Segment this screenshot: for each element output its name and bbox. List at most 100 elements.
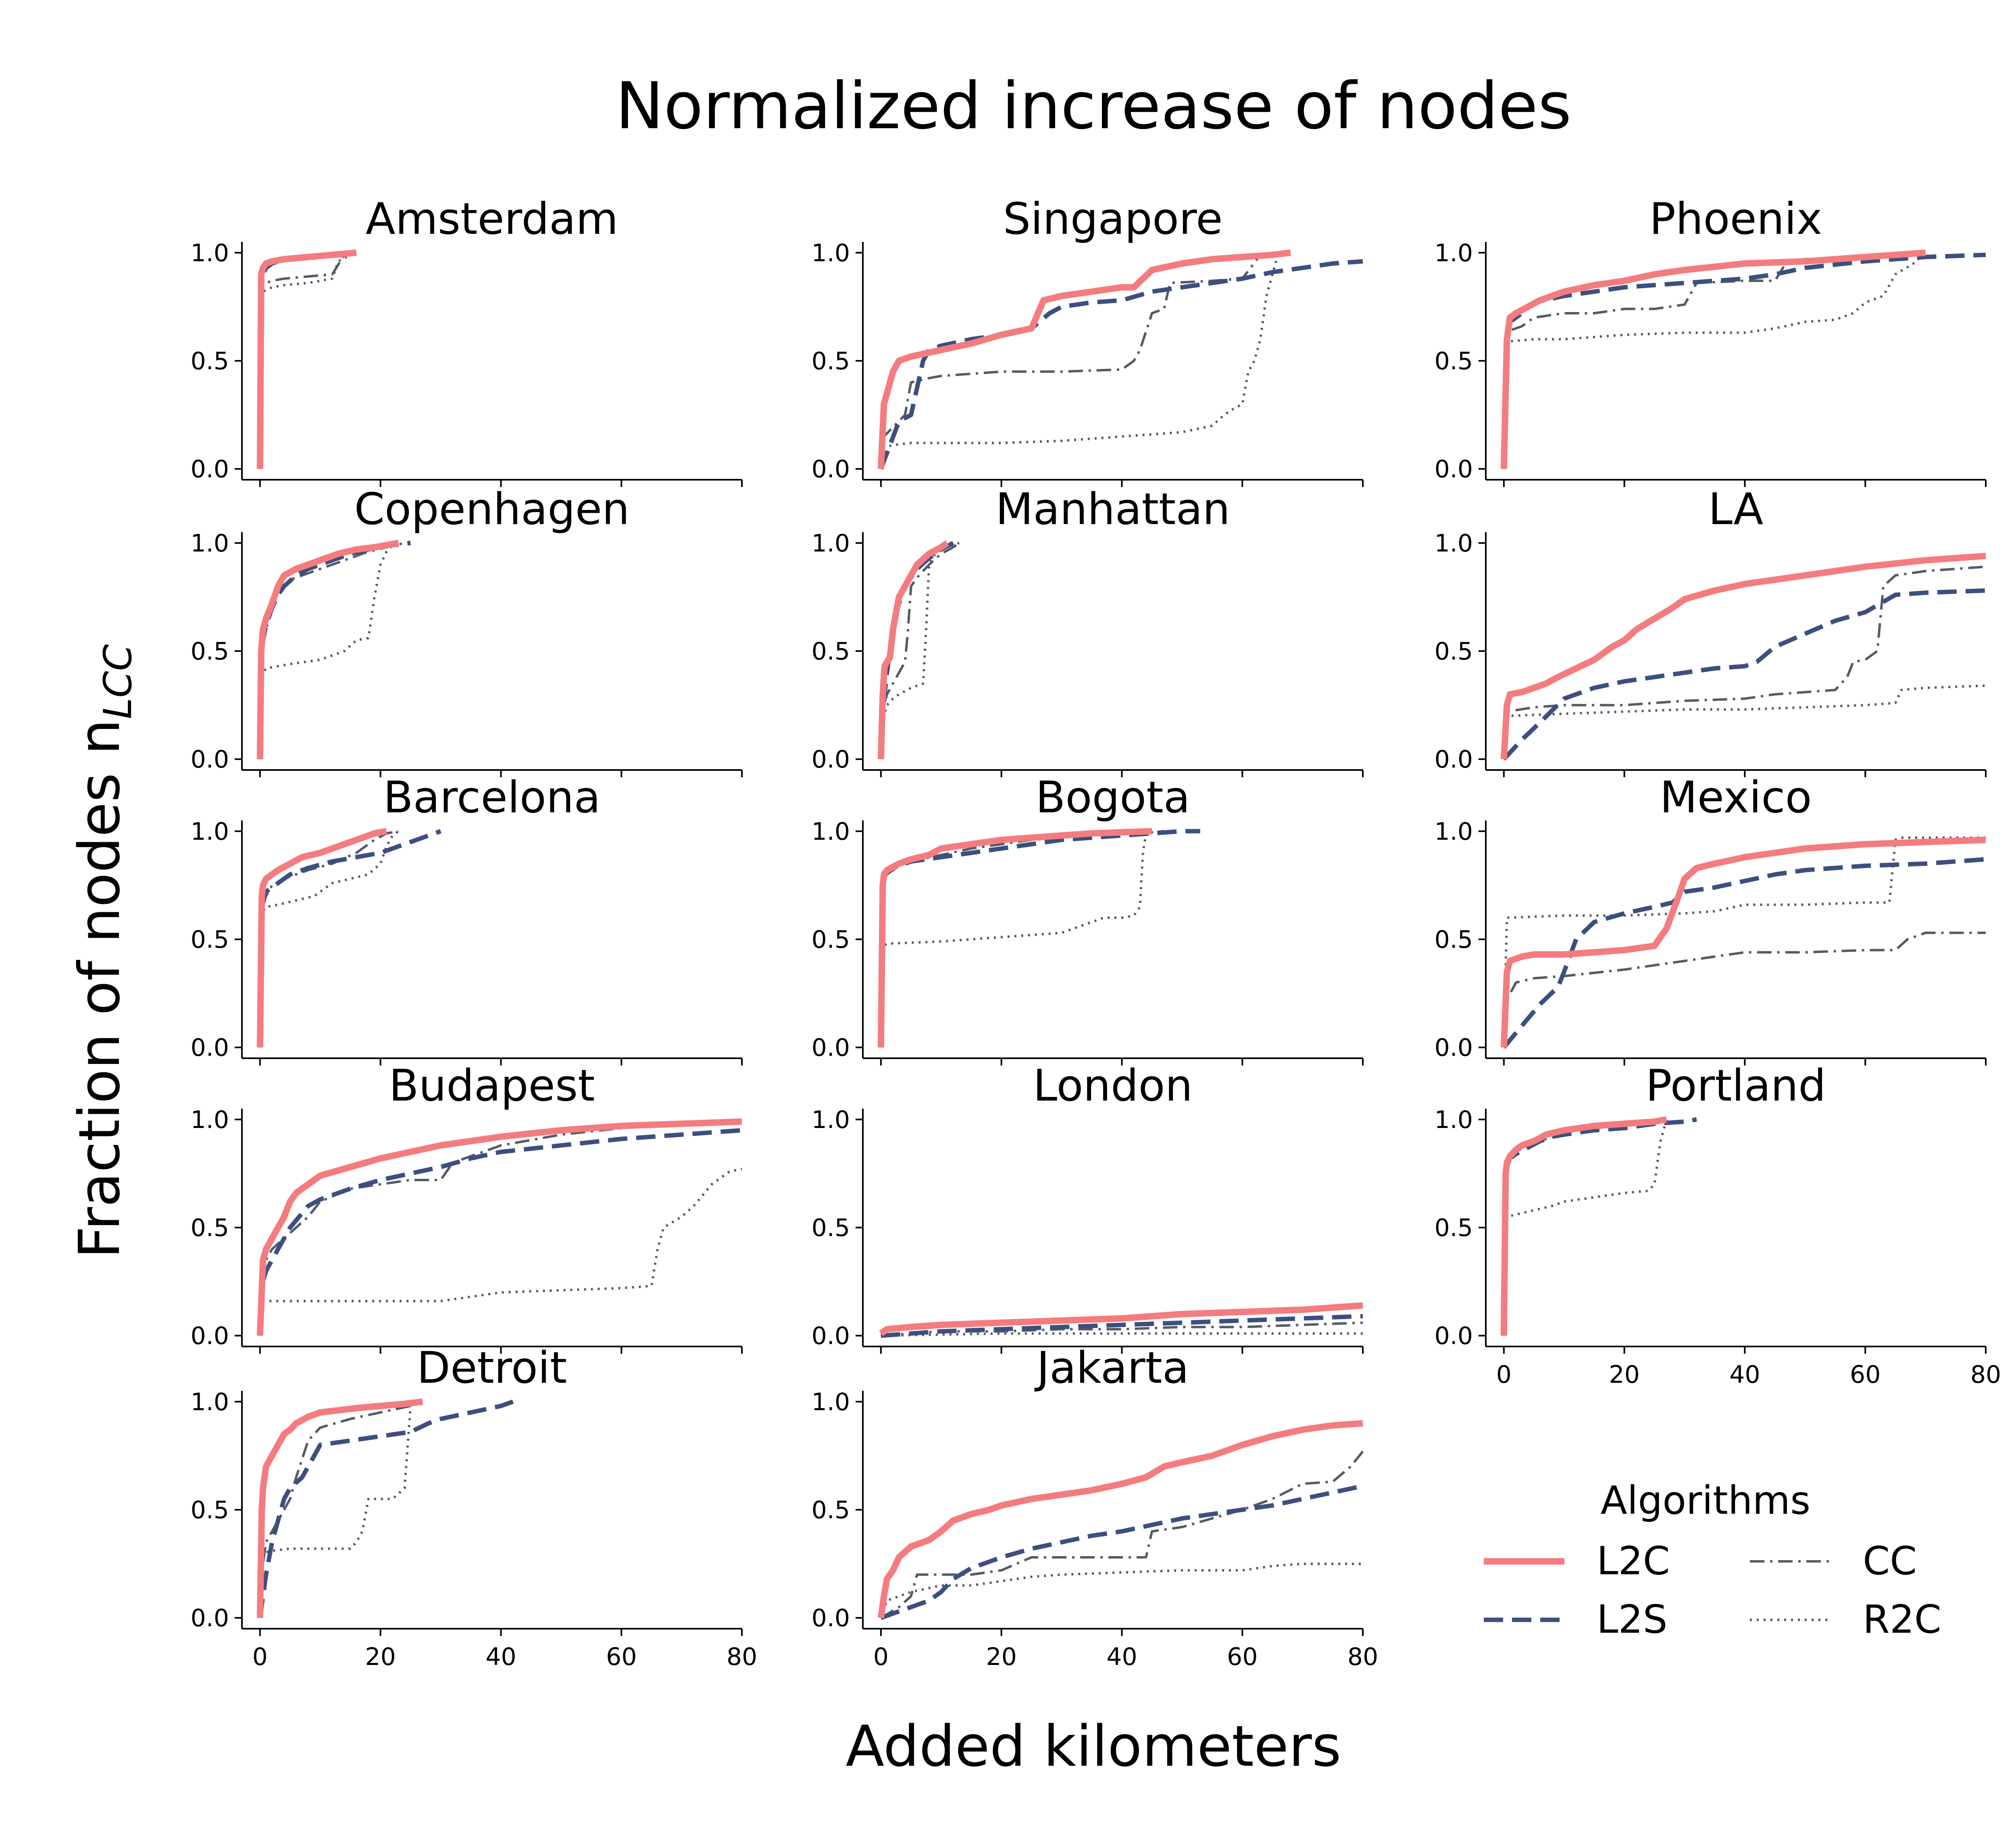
- series-line-r2c: [258, 541, 399, 760]
- x-tick-label: 20: [986, 1643, 1016, 1671]
- y-tick-label: 0.0: [812, 1322, 850, 1350]
- panel-budapest: Budapest 0.0 0.5 1.0: [191, 1061, 743, 1354]
- series-line-l2c: [1500, 837, 1986, 1048]
- series-line-cc: [879, 542, 960, 760]
- series-line-r2c: [1502, 836, 1986, 1048]
- series-line-l2s: [1502, 1117, 1697, 1336]
- series-line-l2s: [880, 1484, 1364, 1620]
- y-tick-label: 1.0: [191, 818, 229, 846]
- series-line-r2c: [1502, 684, 1986, 760]
- panel-title: Bogota: [1035, 772, 1190, 823]
- panel-title: Manhattan: [996, 484, 1230, 535]
- y-tick-label: 0.5: [1435, 347, 1473, 375]
- series-line-l2c: [877, 249, 1291, 469]
- x-tick-label: 80: [727, 1643, 757, 1671]
- y-tick-label: 0.5: [191, 1214, 229, 1242]
- panel-copenhagen: Copenhagen 0.0 0.5 1.0: [191, 484, 743, 777]
- y-tick-label: 0.5: [812, 1214, 850, 1242]
- y-tick-label: 1.0: [191, 529, 229, 558]
- legend-label: CC: [1863, 1538, 1917, 1584]
- series-line-l2c: [256, 249, 357, 469]
- panel-manhattan: Manhattan 0.0 0.5 1.0: [812, 484, 1364, 777]
- series-line-cc: [880, 1450, 1364, 1619]
- series-line-r2c: [258, 251, 357, 469]
- legend-label: L2S: [1597, 1597, 1668, 1642]
- panel-bogota: Bogota 0.0 0.5 1.0: [812, 772, 1364, 1065]
- y-tick-label: 1.0: [1435, 239, 1473, 267]
- x-axis-label: Added kilometers: [846, 1714, 1341, 1779]
- series-line-l2s: [1502, 252, 1986, 469]
- series-line-r2c: [881, 1332, 1363, 1337]
- x-tick-label: 40: [1106, 1643, 1137, 1671]
- series-line-l2c: [256, 1118, 742, 1336]
- legend-entry-l2s: L2S: [1484, 1597, 1668, 1642]
- y-tick-label: 0.5: [191, 637, 229, 666]
- y-axis-label: Fraction of nodes nLCC: [67, 644, 140, 1259]
- y-tick-label: 1.0: [812, 239, 850, 267]
- series-line-r2c: [258, 1168, 742, 1336]
- y-tick-label: 0.0: [1435, 455, 1473, 483]
- legend-items: L2C L2S CC R2C: [1484, 1538, 1941, 1642]
- y-tick-label: 0.0: [191, 455, 229, 483]
- y-tick-label: 1.0: [191, 239, 229, 267]
- y-tick-label: 0.5: [812, 926, 850, 954]
- panel-london: London 0.0 0.5 1.0: [812, 1061, 1364, 1354]
- y-tick-label: 0.0: [191, 745, 229, 774]
- x-tick-label: 60: [606, 1643, 637, 1671]
- x-tick-label: 0: [1496, 1361, 1512, 1389]
- panel-barcelona: Barcelona 0.0 0.5 1.0: [191, 772, 743, 1065]
- panel-title: Budapest: [389, 1061, 595, 1111]
- x-tick-label: 80: [1970, 1361, 2001, 1389]
- panel-detroit: Detroit 0.0 0.5 1.0 0 20 40 60 80: [191, 1343, 758, 1671]
- series-line-l2c: [1500, 249, 1926, 469]
- y-tick-label: 0.5: [191, 926, 229, 954]
- panel-jakarta: Jakarta 0.0 0.5 1.0 0 20 40 60 80: [812, 1343, 1379, 1671]
- y-tick-label: 0.0: [812, 1604, 850, 1632]
- series-line-l2c: [879, 1302, 1363, 1336]
- y-tick-label: 0.5: [1435, 926, 1473, 954]
- y-tick-label: 1.0: [812, 818, 850, 846]
- y-tick-label: 1.0: [191, 1106, 229, 1134]
- y-tick-label: 0.0: [1435, 745, 1473, 774]
- series-line-l2c: [1500, 1116, 1667, 1336]
- x-tick-label: 80: [1347, 1643, 1378, 1671]
- panel-title: Portland: [1645, 1061, 1826, 1111]
- series-line-cc: [1502, 251, 1926, 469]
- series-line-l2c: [877, 1420, 1363, 1619]
- x-tick-label: 60: [1850, 1361, 1881, 1389]
- panel-portland: Portland 0.0 0.5 1.0 0 20 40 60 80: [1435, 1061, 2001, 1389]
- series-line-cc: [258, 1120, 742, 1336]
- y-tick-label: 0.5: [1435, 637, 1473, 666]
- panel-title: Amsterdam: [366, 194, 619, 244]
- panel-singapore: Singapore 0.0 0.5 1.0: [812, 194, 1364, 487]
- x-tick-label: 20: [365, 1643, 396, 1671]
- y-tick-label: 1.0: [812, 529, 850, 558]
- series-line-l2s: [879, 259, 1363, 470]
- panel-amsterdam: Amsterdam 0.0 0.5 1.0: [191, 194, 743, 487]
- series-line-cc: [1502, 565, 1986, 760]
- x-tick-label: 0: [252, 1643, 268, 1671]
- y-tick-label: 1.0: [191, 1388, 229, 1416]
- series-line-cc: [881, 1321, 1363, 1337]
- series-line-r2c: [879, 541, 960, 760]
- series-line-l2s: [258, 250, 357, 469]
- panel-title: Detroit: [417, 1343, 567, 1393]
- series-line-l2s: [1502, 588, 1986, 761]
- panel-title: Copenhagen: [354, 484, 629, 535]
- panel-phoenix: Phoenix 0.0 0.5 1.0: [1435, 194, 1987, 487]
- series-line-l2c: [256, 539, 399, 760]
- y-tick-label: 1.0: [1435, 818, 1473, 846]
- legend-label: R2C: [1863, 1597, 1941, 1642]
- y-tick-label: 1.0: [812, 1388, 850, 1416]
- legend-title: Algorithms: [1601, 1478, 1810, 1523]
- series-line-l2c: [256, 1398, 423, 1618]
- series-line-r2c: [1502, 1119, 1668, 1336]
- series-line-l2c: [1500, 553, 1986, 760]
- panel-grid: Amsterdam0.00.51.0Singapore0.00.51.0Phoe…: [191, 194, 2001, 1671]
- series-line-l2c: [877, 540, 949, 760]
- y-tick-label: 1.0: [812, 1106, 850, 1134]
- legend: Algorithms L2C L2S CC R2C: [1484, 1478, 1941, 1642]
- series-line-r2c: [1502, 252, 1926, 469]
- y-tick-label: 1.0: [1435, 529, 1473, 558]
